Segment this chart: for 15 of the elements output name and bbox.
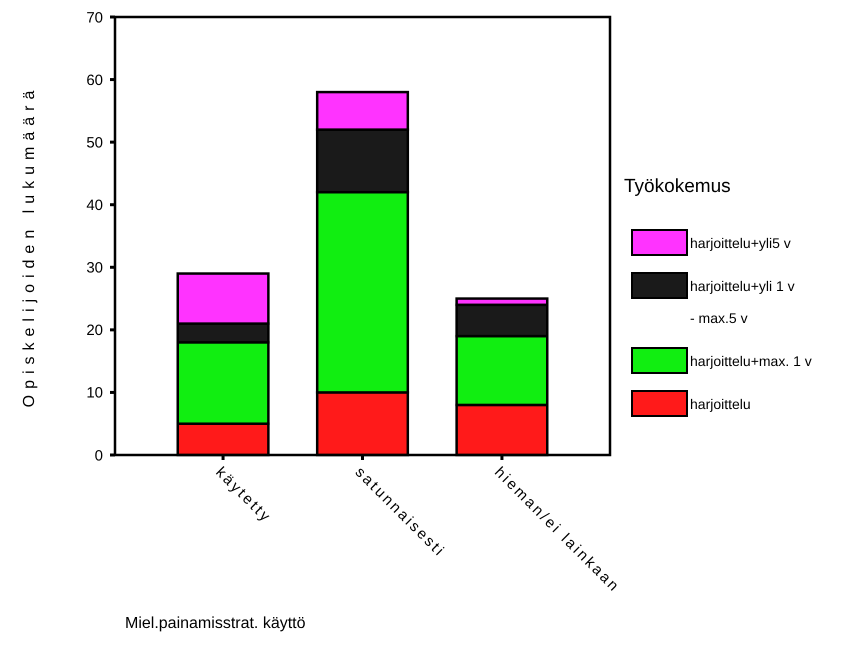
y-tick-label: 30: [86, 260, 103, 277]
y-tick-label: 10: [86, 384, 103, 402]
y-tick-label: 20: [86, 322, 103, 340]
y-axis-title: Opiskelijoiden lukumäärä: [21, 84, 38, 408]
y-tick-label: 50: [86, 134, 103, 152]
legend-label: harjoittelu+max. 1 v: [690, 352, 812, 369]
x-axis-title: Miel.painamisstrat. käyttö: [125, 615, 306, 632]
legend-label: harjoittelu: [690, 396, 751, 412]
y-tick-label: 40: [86, 196, 103, 214]
y-tick-label: 70: [86, 9, 103, 26]
legend-title: Työkokemus: [624, 176, 731, 197]
y-tick-label: 60: [86, 72, 103, 89]
y-tick-label: 0: [94, 447, 103, 464]
legend-label: harjoittelu+yli5 v: [690, 234, 791, 251]
legend-label: harjoittelu+yli 1 v - max.5 v: [690, 278, 795, 326]
